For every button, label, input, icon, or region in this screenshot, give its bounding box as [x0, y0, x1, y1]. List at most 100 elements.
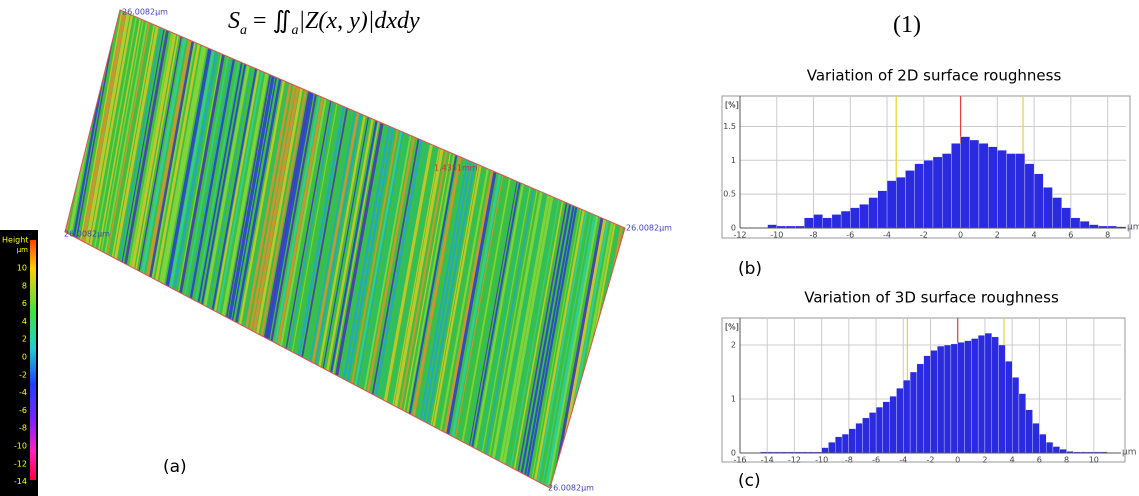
bar	[923, 160, 934, 229]
bar	[916, 363, 924, 454]
x-tick-label: 6	[1068, 231, 1073, 240]
x-tick-label: -12	[733, 231, 746, 240]
bar	[1070, 217, 1081, 229]
bar	[1024, 163, 1035, 229]
y-tick-label: 2	[731, 341, 736, 350]
bar	[859, 204, 869, 229]
bar	[868, 197, 879, 229]
colorbar-label: 4	[22, 317, 27, 326]
bar	[821, 447, 829, 454]
colorbar-label: 6	[22, 299, 27, 308]
bar	[855, 423, 863, 454]
surface-label: 1.4351mm	[434, 164, 478, 173]
x-tick-label: 2	[995, 231, 1000, 240]
bar	[1043, 187, 1053, 229]
surface-stripe	[552, 10, 625, 488]
colorbar-label: 8	[22, 281, 27, 290]
bar	[932, 156, 943, 229]
bar	[896, 177, 906, 229]
bar	[997, 150, 1007, 229]
bar	[889, 396, 897, 454]
bar	[998, 344, 1006, 454]
x-tick-label: 2	[982, 456, 987, 465]
x-tick-label: 10	[1089, 456, 1099, 465]
equation: Sa = ∬a|Z(x, y)|dxdy	[228, 6, 420, 39]
bar	[1011, 377, 1020, 454]
x-tick-label: -4	[883, 231, 891, 240]
bar	[896, 388, 904, 454]
bar	[1025, 409, 1033, 454]
y-tick-label: 1.5	[723, 122, 736, 131]
bar	[804, 217, 814, 229]
surface-stripe	[549, 10, 625, 488]
x-tick-label: -10	[815, 456, 828, 465]
bar	[942, 153, 952, 229]
bar	[930, 350, 938, 454]
bar	[882, 401, 890, 454]
y-axis-label: [%]	[725, 323, 739, 332]
x-tick-label: 6	[1037, 456, 1042, 465]
bar	[1018, 393, 1026, 454]
x-tick-label: 0	[955, 456, 960, 465]
bar	[848, 428, 856, 454]
colorbar-label: -12	[14, 459, 27, 468]
panel-label: (b)	[738, 259, 762, 279]
colorbar-label: 10	[17, 264, 27, 273]
bar	[905, 170, 915, 229]
colorbar-label: 2	[22, 335, 27, 344]
bar	[1006, 153, 1016, 229]
bar	[841, 433, 850, 454]
x-tick-label: 4	[1010, 456, 1015, 465]
bar	[877, 190, 888, 229]
x-tick-label: -12	[788, 456, 801, 465]
x-tick-label: -2	[920, 231, 928, 240]
bar	[862, 417, 870, 454]
bar	[971, 338, 979, 454]
colorbar-label: -8	[19, 424, 27, 433]
bar	[987, 146, 998, 229]
bar	[1032, 423, 1040, 454]
bar	[886, 180, 897, 229]
bar	[835, 436, 843, 454]
bar	[1089, 224, 1099, 229]
x-tick-label: -4	[899, 456, 907, 465]
bar	[767, 224, 777, 229]
bar	[840, 210, 851, 229]
eq-sub: a	[240, 22, 247, 38]
bar	[937, 345, 945, 454]
bar	[1052, 446, 1060, 454]
bar	[822, 217, 833, 229]
chart-title: Variation of 3D surface roughness	[804, 289, 1059, 307]
x-tick-label: -8	[810, 231, 818, 240]
bar	[813, 214, 823, 229]
x-tick-label: -16	[733, 456, 746, 465]
x-tick-label: 8	[1105, 231, 1110, 240]
surface-label: 26.0082µm	[626, 224, 672, 233]
x-tick-label: 4	[1032, 231, 1037, 240]
eq-op: = ∬	[253, 8, 292, 34]
bar	[1005, 361, 1013, 454]
surface-3d	[65, 10, 625, 488]
bar	[1015, 153, 1026, 229]
bar	[1039, 433, 1047, 454]
x-axis-label: µm	[1122, 448, 1137, 458]
surface-frame	[64, 9, 626, 489]
bar	[978, 143, 989, 229]
bar	[828, 442, 836, 454]
y-tick-label: 1	[731, 156, 736, 165]
bar	[1046, 442, 1054, 454]
y-tick-label: 1	[731, 395, 736, 404]
eq-rhs: |Z(x, y)|dxdy	[298, 8, 420, 34]
colorbar-label: 0	[22, 353, 27, 362]
bar	[914, 163, 924, 229]
bar	[875, 406, 884, 454]
eq-lhs: S	[228, 8, 240, 34]
surface-label: 26.0082µm	[64, 230, 110, 239]
x-tick-label: -2	[927, 456, 935, 465]
x-axis-label: µm	[1127, 223, 1139, 233]
x-tick-label: -10	[770, 231, 783, 240]
bar	[957, 342, 965, 454]
x-tick-label: -6	[846, 231, 854, 240]
bar	[831, 214, 842, 229]
